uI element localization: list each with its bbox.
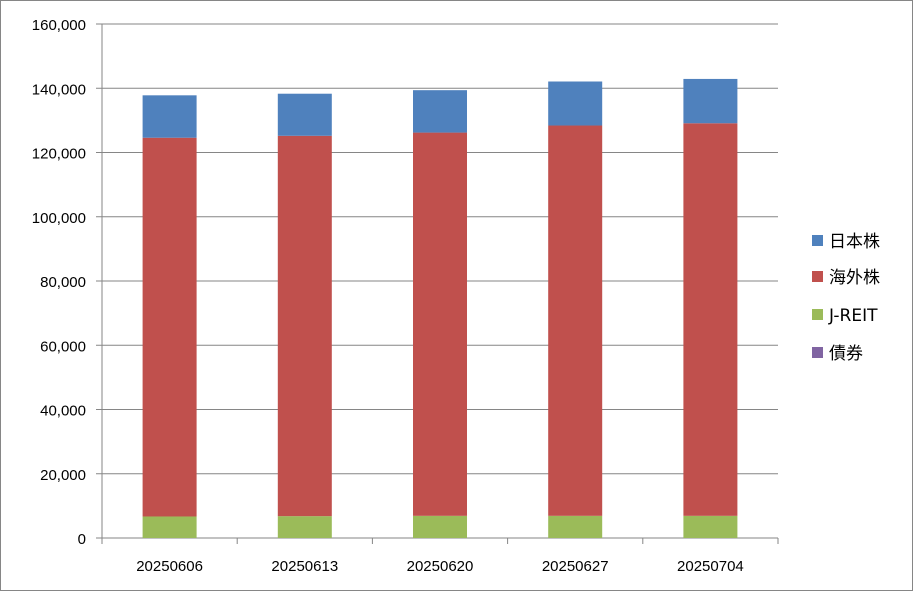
y-tick-label: 20,000 [40,467,86,484]
bar-segment [683,515,738,538]
bar-segment [142,516,197,538]
y-tick-label: 0 [78,531,86,548]
bar-segment [413,132,467,516]
y-tick-label: 40,000 [40,403,86,420]
bar-segment [277,516,332,538]
x-tick-label: 20250606 [136,558,203,575]
bar-segment [548,81,603,126]
legend-label: 海外株 [829,268,880,288]
legend-swatch [812,309,823,320]
legend-label: 債券 [829,344,863,364]
legend-label: 日本株 [829,232,880,252]
x-tick-label: 20250620 [407,558,474,575]
x-tick-label: 20250627 [542,558,609,575]
y-tick-label: 80,000 [40,274,86,291]
bar-segment [413,90,467,133]
y-tick-label: 60,000 [40,338,86,355]
bar-segment [277,135,332,517]
bar-segment [142,137,197,517]
x-tick-label: 20250613 [271,558,338,575]
x-tick-label: 20250704 [677,558,744,575]
y-tick-label: 100,000 [32,210,86,227]
bar-segment [413,515,467,538]
y-tick-label: 120,000 [32,146,86,163]
bar-segment [548,515,603,538]
bar-segment [683,123,738,516]
y-tick-label: 160,000 [32,17,86,34]
legend-label: J-REIT [828,306,878,326]
legend-swatch [812,235,823,246]
bar-segment [142,95,197,138]
legend-swatch [812,347,823,358]
bar-segment [548,125,603,516]
bar-segment [277,93,332,136]
y-tick-label: 140,000 [32,81,86,98]
bar-segment [683,78,738,124]
legend-swatch [812,271,823,282]
